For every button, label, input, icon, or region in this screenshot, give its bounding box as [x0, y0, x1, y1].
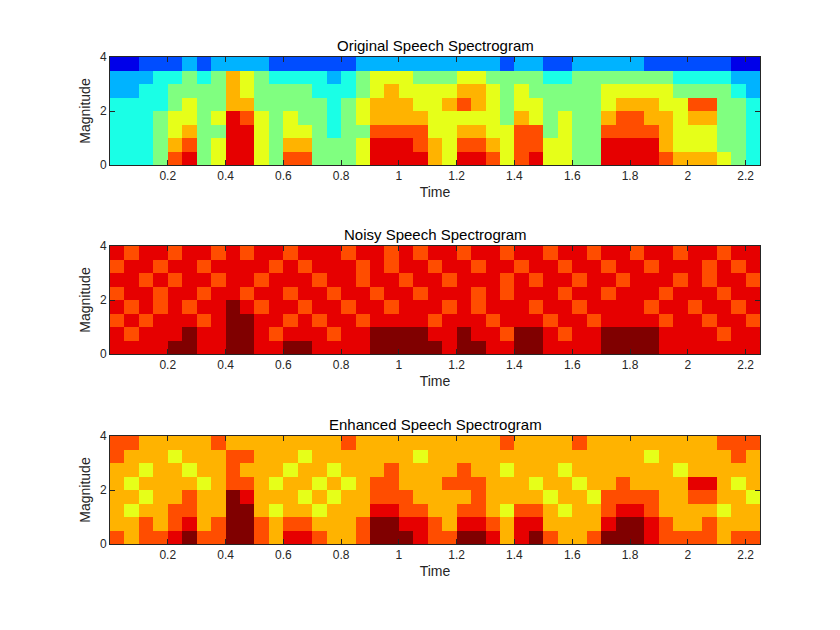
- svg-text:1.2: 1.2: [448, 358, 465, 372]
- svg-text:0.4: 0.4: [217, 358, 234, 372]
- svg-text:1.8: 1.8: [622, 169, 639, 183]
- svg-text:4: 4: [100, 239, 107, 253]
- svg-text:0.2: 0.2: [159, 548, 176, 562]
- svg-text:1.6: 1.6: [564, 548, 581, 562]
- svg-text:1.2: 1.2: [448, 169, 465, 183]
- svg-text:0.8: 0.8: [333, 169, 350, 183]
- svg-text:2: 2: [684, 358, 691, 372]
- svg-text:2.2: 2.2: [737, 169, 754, 183]
- svg-text:4: 4: [100, 429, 107, 443]
- svg-text:0.4: 0.4: [217, 548, 234, 562]
- svg-text:0.8: 0.8: [333, 548, 350, 562]
- svg-text:Original Speech Spectrogram: Original Speech Spectrogram: [337, 37, 534, 54]
- svg-text:Time: Time: [420, 373, 451, 389]
- svg-text:0: 0: [100, 347, 107, 361]
- svg-text:Magnitude: Magnitude: [77, 457, 93, 523]
- svg-text:1.4: 1.4: [506, 548, 523, 562]
- svg-text:0.4: 0.4: [217, 169, 234, 183]
- svg-text:1: 1: [396, 169, 403, 183]
- svg-text:1.8: 1.8: [622, 548, 639, 562]
- svg-text:0.6: 0.6: [275, 169, 292, 183]
- svg-text:2: 2: [100, 483, 107, 497]
- svg-text:Noisy Speech Spectrogram: Noisy Speech Spectrogram: [344, 226, 527, 243]
- svg-text:1.4: 1.4: [506, 358, 523, 372]
- svg-text:0.6: 0.6: [275, 548, 292, 562]
- svg-text:1.6: 1.6: [564, 169, 581, 183]
- svg-text:2: 2: [684, 548, 691, 562]
- svg-text:0.6: 0.6: [275, 358, 292, 372]
- svg-text:1.6: 1.6: [564, 358, 581, 372]
- svg-text:Magnitude: Magnitude: [77, 267, 93, 333]
- svg-text:Time: Time: [420, 563, 451, 579]
- svg-text:0: 0: [100, 537, 107, 551]
- svg-text:2.2: 2.2: [737, 548, 754, 562]
- svg-text:4: 4: [100, 50, 107, 64]
- svg-text:2: 2: [100, 293, 107, 307]
- svg-text:1: 1: [396, 358, 403, 372]
- svg-text:Enhanced Speech Spectrogram: Enhanced Speech Spectrogram: [329, 416, 542, 433]
- svg-text:2: 2: [100, 104, 107, 118]
- svg-text:1: 1: [396, 548, 403, 562]
- svg-text:1.4: 1.4: [506, 169, 523, 183]
- svg-text:0.8: 0.8: [333, 358, 350, 372]
- svg-text:0.2: 0.2: [159, 169, 176, 183]
- svg-text:Magnitude: Magnitude: [77, 78, 93, 144]
- svg-text:2.2: 2.2: [737, 358, 754, 372]
- svg-text:0: 0: [100, 158, 107, 172]
- svg-text:2: 2: [684, 169, 691, 183]
- svg-text:Time: Time: [420, 184, 451, 200]
- svg-text:0.2: 0.2: [159, 358, 176, 372]
- svg-text:1.8: 1.8: [622, 358, 639, 372]
- svg-text:1.2: 1.2: [448, 548, 465, 562]
